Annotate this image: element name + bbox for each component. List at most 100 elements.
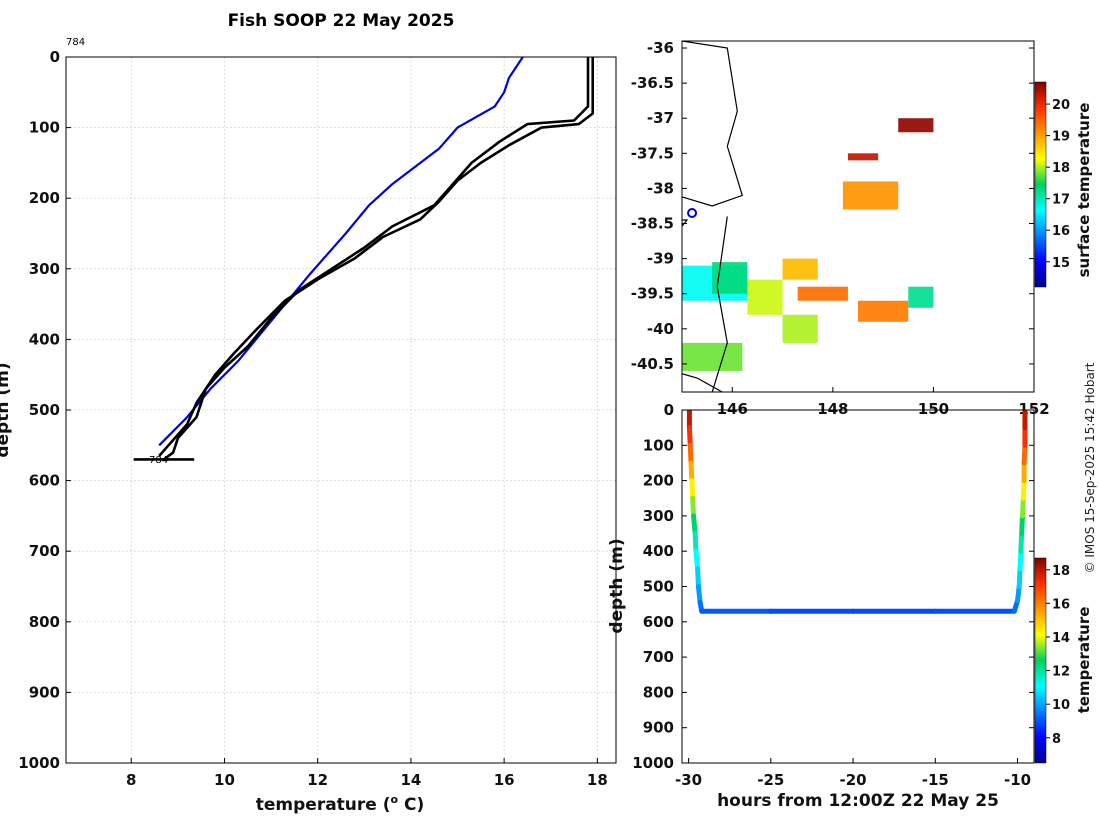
sst-patch bbox=[782, 258, 818, 280]
sst-patch bbox=[898, 118, 934, 133]
timeseries-track-segment bbox=[686, 425, 693, 448]
map-coastline bbox=[624, 41, 744, 392]
timeseries-track-segment bbox=[695, 584, 703, 605]
timeseries-y-tick-label: 900 bbox=[643, 719, 674, 737]
profile-y-tick-label: 300 bbox=[29, 260, 60, 278]
profile-x-tick-label: 8 bbox=[126, 771, 136, 789]
map-x-tick-label: 148 bbox=[817, 400, 848, 418]
timeseries-colorbar bbox=[1034, 557, 1047, 764]
timeseries-colorbar-tick-label: 18 bbox=[1052, 564, 1070, 579]
profile-y-label: depth (m) bbox=[0, 362, 13, 457]
timeseries-y-tick-label: 300 bbox=[643, 507, 674, 525]
timeseries-y-tick-label: 400 bbox=[643, 542, 674, 560]
timeseries-y-tick-label: 600 bbox=[643, 613, 674, 631]
coastline-tasmania bbox=[682, 373, 723, 392]
profile-y-tick-label: 200 bbox=[29, 189, 60, 207]
profile-y-tick-label: 900 bbox=[29, 683, 60, 701]
timeseries-track-segment bbox=[1018, 531, 1025, 554]
map-axes-frame bbox=[681, 40, 1035, 393]
timeseries-x-tick-label: -30 bbox=[675, 771, 702, 789]
timeseries-x-ticks: -30 -25 -20 -15 -10 bbox=[675, 758, 1031, 789]
map-colorbar-tick-label: 15 bbox=[1052, 256, 1070, 271]
map-colorbar-tick-label: 16 bbox=[1052, 224, 1070, 239]
timeseries-axes-frame bbox=[681, 409, 1035, 764]
profile-y-tick-label: 100 bbox=[29, 119, 60, 137]
profile-y-tick-label: 700 bbox=[29, 542, 60, 560]
profile-x-ticks: 8 10 12 14 16 18 bbox=[126, 758, 608, 789]
timeseries-colorbar-tick-label: 8 bbox=[1052, 732, 1061, 747]
sst-patch bbox=[682, 342, 743, 371]
timeseries-colorbar-label: temperature bbox=[1075, 607, 1093, 714]
timeseries-track-segment bbox=[1019, 495, 1026, 519]
timeseries-y-tick-label: 700 bbox=[643, 648, 674, 666]
map-y-tick-label: -37.5 bbox=[631, 144, 674, 162]
profile-x-label: temperature (o C) bbox=[256, 793, 425, 815]
profile-grid bbox=[66, 56, 616, 764]
timeseries-y-ticks: 0 100 200 300 400 500 600 700 800 900 1000 bbox=[632, 401, 1034, 772]
coastline-king-island bbox=[624, 301, 639, 336]
map-y-tick-label: -40.5 bbox=[631, 355, 674, 373]
sst-patch bbox=[908, 286, 934, 308]
map-y-ticks: -36 -36.5 -37 -37.5 -38 -38.5 -39 -39.5 -40 -40.5 bbox=[631, 39, 1034, 373]
timeseries-colorbar-tick-label: 12 bbox=[1052, 665, 1070, 680]
timeseries-track-segment bbox=[695, 566, 701, 589]
timeseries-x-label: hours from 12:00Z 22 May 25 bbox=[717, 791, 999, 811]
map-y-tick-label: -36.5 bbox=[631, 74, 674, 92]
profile-y-ticks: 0 100 200 300 400 500 600 700 800 900 1000 bbox=[18, 48, 71, 772]
sst-patch bbox=[461, 350, 481, 392]
timeseries-x-tick-label: -15 bbox=[922, 771, 949, 789]
map-y-tick-label: -40 bbox=[647, 320, 674, 338]
map-colorbar-tick-label: 17 bbox=[1052, 193, 1070, 208]
timeseries-y-tick-label: 200 bbox=[643, 472, 674, 490]
timeseries-y-label: depth (m) bbox=[607, 538, 627, 633]
ship-position-marker bbox=[687, 207, 698, 218]
profile-axes-frame bbox=[65, 56, 617, 764]
timeseries-y-tick-label: 500 bbox=[643, 578, 674, 596]
timeseries-track-segment bbox=[693, 548, 701, 572]
credit-text: © IMOS 15-Sep-2025 15:42 Hobart bbox=[1083, 362, 1097, 573]
profile-label-top: 784 bbox=[66, 37, 85, 48]
timeseries-track-segment bbox=[688, 460, 695, 484]
profile-series-climatology bbox=[158, 57, 524, 447]
timeseries-track-segment bbox=[1021, 442, 1028, 466]
profile-series-up-cast bbox=[158, 57, 595, 457]
timeseries-x-tick-label: -25 bbox=[757, 771, 784, 789]
timeseries-x-tick-label: -10 bbox=[1004, 771, 1031, 789]
timeseries-track-segment bbox=[689, 478, 696, 501]
timeseries-track-segment bbox=[1017, 548, 1024, 572]
map-colorbar-tick-label: 20 bbox=[1052, 98, 1070, 113]
sst-patch bbox=[782, 314, 818, 343]
profile-x-tick-label: 14 bbox=[400, 771, 421, 789]
profile-y-tick-label: 1000 bbox=[18, 754, 60, 772]
map-colorbar-tick-label: 18 bbox=[1052, 161, 1070, 176]
timeseries-track-segment bbox=[1020, 478, 1027, 501]
timeseries-track-segment bbox=[1019, 513, 1025, 537]
profile-series-down-cast bbox=[163, 57, 590, 461]
timeseries-y-tick-label: 1000 bbox=[632, 754, 674, 772]
sst-patch bbox=[858, 300, 909, 322]
profile-x-tick-label: 16 bbox=[494, 771, 515, 789]
profile-y-tick-label: 500 bbox=[29, 401, 60, 419]
map-colorbar bbox=[1034, 81, 1047, 288]
profile-label-bottom: 784 bbox=[149, 455, 168, 466]
timeseries-track-segment bbox=[690, 495, 697, 519]
map-colorbar-ticks: 15 16 17 18 19 20 bbox=[1046, 98, 1070, 271]
x-label-text: temperature ( bbox=[256, 795, 391, 815]
map-y-tick-label: -38.5 bbox=[631, 215, 674, 233]
map-y-tick-label: -39.5 bbox=[631, 285, 674, 303]
profile-y-tick-label: 600 bbox=[29, 472, 60, 490]
timeseries-track-segment bbox=[687, 442, 694, 466]
timeseries-track-segment bbox=[692, 531, 699, 554]
profile-x-tick-label: 18 bbox=[587, 771, 608, 789]
profile-x-tick-label: 10 bbox=[214, 771, 235, 789]
sst-patch bbox=[847, 153, 879, 161]
timeseries-colorbar-tick-label: 16 bbox=[1052, 597, 1070, 612]
sst-patch bbox=[747, 279, 783, 315]
profile-series bbox=[133, 57, 595, 461]
timeseries-y-tick-label: 0 bbox=[664, 401, 674, 419]
timeseries-track-segment bbox=[691, 513, 698, 537]
profile-title: Fish SOOP 22 May 2025 bbox=[228, 11, 455, 31]
timeseries-colorbar-tick-label: 14 bbox=[1052, 631, 1070, 646]
map-colorbar-tick-label: 19 bbox=[1052, 130, 1070, 145]
sst-patch bbox=[842, 181, 899, 210]
